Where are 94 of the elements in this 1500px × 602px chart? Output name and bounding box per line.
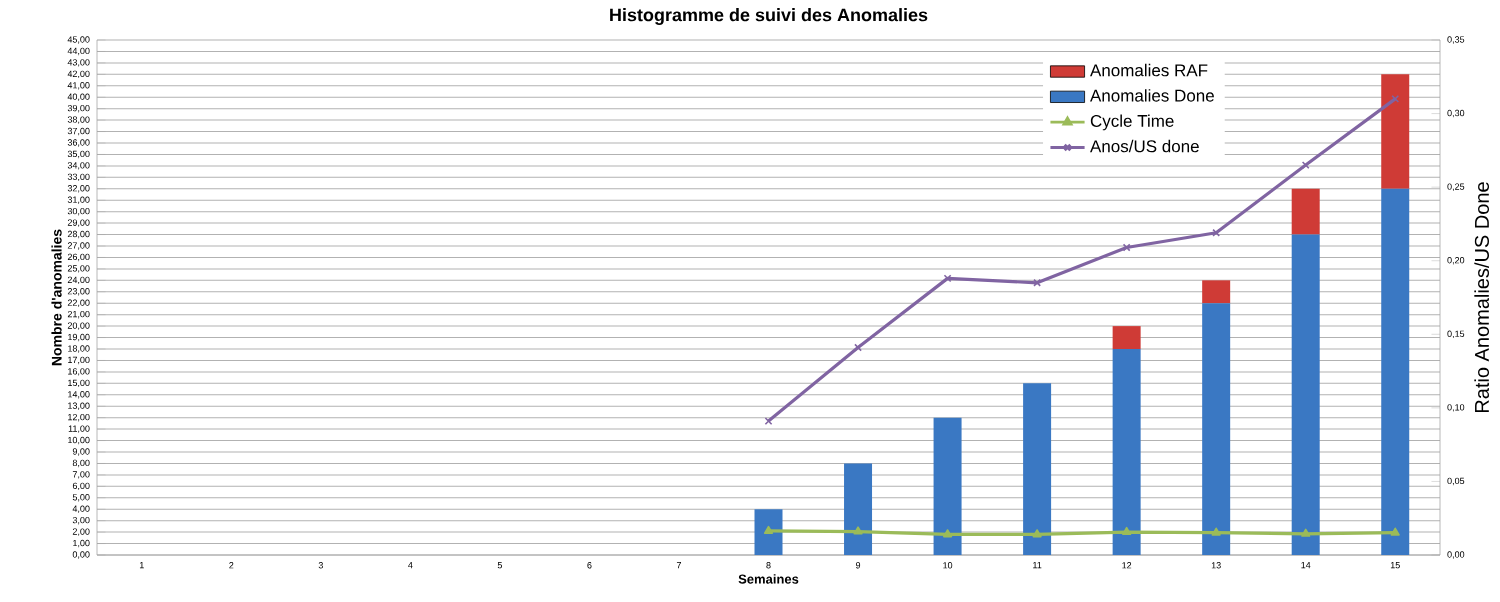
y-tick-label: 20,00 (67, 322, 90, 330)
x-tick-label: 1 (139, 562, 144, 569)
y-tick-label: 17,00 (68, 356, 90, 365)
x-tick-label: 11 (1033, 562, 1042, 569)
y-tick-label: 1,00 (73, 539, 90, 548)
y-tick-label: 44,00 (67, 47, 90, 56)
y-tick-label: 39,00 (67, 104, 90, 113)
y2-tick-label: 0,10 (1447, 404, 1465, 412)
y-tick-label: 30,00 (67, 207, 90, 216)
y-tick-label: 21,00 (67, 310, 90, 319)
point (1122, 243, 1131, 252)
bar (1381, 74, 1410, 189)
x-tick-label: 4 (408, 562, 413, 569)
y-tick-label: 37,00 (67, 127, 90, 136)
y-tick-label: 9,00 (72, 448, 90, 456)
y-axis-title: Nombre d'anomalies (51, 229, 62, 366)
y-tick-label: 31,00 (67, 196, 90, 204)
legend-label: Cycle Time (1090, 114, 1174, 131)
y-tick-label: 3,00 (72, 516, 90, 525)
y-tick-label: 34,00 (67, 162, 90, 170)
chart-title: Histogramme de suivi des Anomalies (610, 8, 928, 25)
point (1033, 278, 1042, 287)
y-tick-label: 35,00 (67, 150, 90, 159)
y-tick-label: 6,00 (72, 482, 90, 491)
x-tick-label: 12 (1122, 562, 1132, 569)
legend-label: Anomalies RAF (1090, 63, 1208, 77)
y-tick-label: 24,00 (67, 276, 90, 285)
bar (1381, 188, 1410, 555)
y-tick-label: 11,00 (68, 425, 90, 433)
x-tick-label: 6 (587, 562, 592, 569)
bar (1202, 280, 1231, 304)
y-tick-label: 0,00 (72, 551, 90, 559)
y-tick-label: 7,00 (72, 471, 90, 479)
y-tick-label: 26,00 (67, 253, 90, 262)
x-tick-label: 3 (318, 562, 323, 569)
y-tick-label: 16,00 (68, 368, 90, 376)
x-tick-label: 13 (1211, 562, 1221, 569)
y-tick-label: 5,00 (72, 494, 90, 502)
point (943, 274, 952, 283)
y-tick-label: 12,00 (68, 413, 90, 422)
y2-tick-label: 0,20 (1447, 257, 1465, 265)
y-tick-label: 42,00 (67, 70, 90, 79)
y-tick-label: 15,00 (68, 379, 90, 388)
bar (844, 463, 873, 555)
y2-tick-label: 0,15 (1447, 330, 1465, 339)
x-tick-label: 10 (943, 562, 953, 569)
y2-tick-label: 0,05 (1447, 477, 1465, 486)
y-tick-label: 10,00 (68, 436, 90, 445)
y-tick-label: 14,00 (68, 391, 90, 399)
y-tick-label: 36,00 (67, 139, 90, 147)
x-tick-label: 8 (766, 562, 771, 569)
y-tick-label: 41,00 (67, 82, 90, 90)
y-tick-label: 43,00 (67, 59, 90, 67)
x-axis-title: Semaines (738, 574, 799, 584)
y2-tick-label: 0,35 (1447, 36, 1465, 44)
x-tick-label: 15 (1390, 562, 1400, 569)
y2-tick-label: 0,00 (1447, 551, 1465, 559)
y-tick-label: 33,00 (67, 173, 90, 182)
y-tick-label: 45,00 (67, 36, 90, 44)
y-tick-label: 38,00 (67, 116, 90, 124)
bar (1202, 303, 1231, 555)
y2-tick-label: 0,25 (1447, 183, 1465, 191)
bar (1112, 326, 1141, 349)
y-tick-label: 13,00 (68, 402, 90, 410)
y-tick-label: 2,00 (72, 528, 90, 536)
x-tick-label: 14 (1301, 562, 1311, 569)
legend-label: Anomalies Done (1090, 89, 1214, 102)
y-tick-label: 29,00 (67, 219, 90, 227)
y-tick-label: 27,00 (67, 242, 90, 250)
bar (1023, 383, 1052, 555)
y-tick-label: 18,00 (68, 345, 90, 353)
y-tick-label: 32,00 (67, 185, 90, 193)
x-tick-label: 2 (229, 562, 234, 569)
y-tick-label: 19,00 (68, 333, 90, 342)
y2-axis-title: Ratio Anomalies/US Done (1474, 182, 1490, 413)
bar (1291, 188, 1320, 235)
bar (1291, 234, 1320, 555)
bar (754, 509, 783, 555)
x-tick-label: 9 (855, 562, 861, 569)
x-tick-label: 5 (497, 562, 503, 569)
legend-label: Anos/US done (1090, 139, 1199, 153)
point (1391, 94, 1400, 103)
y-tick-label: 40,00 (67, 93, 90, 101)
y-tick-label: 22,00 (67, 299, 90, 307)
x-tick-label: 7 (676, 562, 682, 569)
y-tick-label: 4,00 (72, 505, 90, 513)
y-tick-label: 8,00 (72, 459, 90, 468)
y2-tick-label: 0,30 (1447, 109, 1465, 118)
y-tick-label: 28,00 (67, 230, 90, 239)
point (1212, 228, 1221, 237)
bar (933, 417, 962, 555)
y-tick-label: 25,00 (67, 265, 90, 273)
bar (1112, 349, 1141, 555)
y-tick-label: 23,00 (67, 288, 90, 296)
